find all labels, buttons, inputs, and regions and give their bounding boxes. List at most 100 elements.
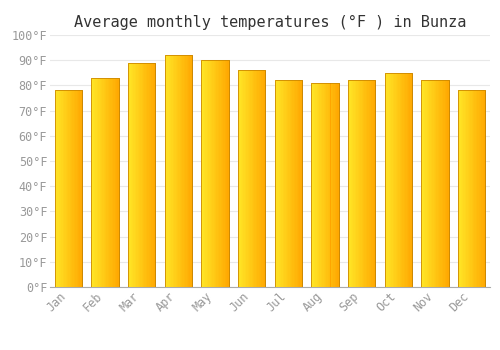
Bar	[356, 80, 358, 287]
Bar	[292, 80, 294, 287]
Bar	[288, 80, 290, 287]
Bar	[140, 63, 141, 287]
Bar	[254, 70, 256, 287]
Bar	[222, 60, 223, 287]
Bar	[421, 80, 422, 287]
Bar	[245, 70, 246, 287]
Bar	[92, 78, 94, 287]
Bar	[317, 83, 318, 287]
Bar	[443, 80, 444, 287]
Bar	[146, 63, 147, 287]
Bar	[348, 80, 350, 287]
Bar	[56, 90, 58, 287]
Bar	[54, 90, 82, 287]
Bar	[294, 80, 295, 287]
Bar	[256, 70, 257, 287]
Bar	[154, 63, 156, 287]
Bar	[177, 55, 178, 287]
Bar	[484, 90, 486, 287]
Bar	[432, 80, 434, 287]
Bar	[97, 78, 98, 287]
Bar	[460, 90, 462, 287]
Bar	[355, 80, 356, 287]
Bar	[336, 83, 338, 287]
Bar	[284, 80, 286, 287]
Bar	[366, 80, 367, 287]
Bar	[128, 63, 156, 287]
Bar	[332, 83, 333, 287]
Bar	[394, 73, 396, 287]
Bar	[384, 73, 412, 287]
Bar	[465, 90, 466, 287]
Bar	[91, 78, 119, 287]
Bar	[220, 60, 222, 287]
Bar	[244, 70, 245, 287]
Bar	[223, 60, 224, 287]
Bar	[219, 60, 220, 287]
Bar	[258, 70, 260, 287]
Bar	[224, 60, 226, 287]
Bar	[410, 73, 412, 287]
Bar	[330, 83, 332, 287]
Bar	[105, 78, 106, 287]
Bar	[280, 80, 281, 287]
Bar	[370, 80, 372, 287]
Bar	[136, 63, 138, 287]
Bar	[276, 80, 278, 287]
Bar	[442, 80, 443, 287]
Bar	[238, 70, 266, 287]
Bar	[218, 60, 219, 287]
Bar	[114, 78, 116, 287]
Bar	[201, 60, 202, 287]
Bar	[246, 70, 248, 287]
Bar	[311, 83, 312, 287]
Bar	[446, 80, 448, 287]
Bar	[431, 80, 432, 287]
Bar	[212, 60, 214, 287]
Bar	[180, 55, 181, 287]
Bar	[384, 73, 386, 287]
Bar	[476, 90, 477, 287]
Bar	[64, 90, 66, 287]
Title: Average monthly temperatures (°F ) in Bunza: Average monthly temperatures (°F ) in Bu…	[74, 15, 466, 30]
Bar	[397, 73, 398, 287]
Bar	[130, 63, 132, 287]
Bar	[142, 63, 143, 287]
Bar	[91, 78, 119, 287]
Bar	[172, 55, 173, 287]
Bar	[184, 55, 185, 287]
Bar	[257, 70, 258, 287]
Bar	[262, 70, 264, 287]
Bar	[150, 63, 152, 287]
Bar	[316, 83, 317, 287]
Bar	[363, 80, 364, 287]
Bar	[248, 70, 249, 287]
Bar	[147, 63, 148, 287]
Bar	[324, 83, 325, 287]
Bar	[469, 90, 470, 287]
Bar	[204, 60, 206, 287]
Bar	[226, 60, 228, 287]
Bar	[320, 83, 321, 287]
Bar	[290, 80, 291, 287]
Bar	[358, 80, 359, 287]
Bar	[144, 63, 146, 287]
Bar	[398, 73, 400, 287]
Bar	[242, 70, 244, 287]
Bar	[168, 55, 170, 287]
Bar	[274, 80, 302, 287]
Bar	[164, 55, 166, 287]
Bar	[400, 73, 401, 287]
Bar	[422, 80, 424, 287]
Bar	[328, 83, 329, 287]
Bar	[352, 80, 354, 287]
Bar	[282, 80, 283, 287]
Bar	[110, 78, 112, 287]
Bar	[283, 80, 284, 287]
Bar	[480, 90, 482, 287]
Bar	[408, 73, 410, 287]
Bar	[478, 90, 480, 287]
Bar	[63, 90, 64, 287]
Bar	[210, 60, 211, 287]
Bar	[78, 90, 80, 287]
